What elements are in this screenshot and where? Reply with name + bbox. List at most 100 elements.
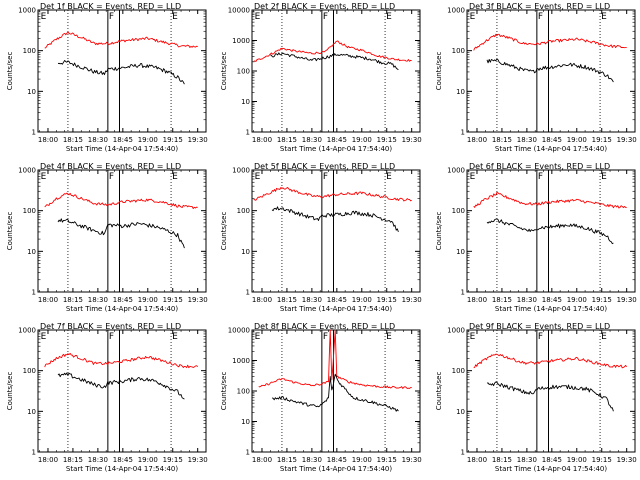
panel-title: Det 1f BLACK = Events, RED = LLD [40, 2, 181, 11]
x-tick-label: 18:15 [63, 456, 83, 464]
x-tick-label: 19:30 [402, 136, 422, 144]
x-tick-label: 18:00 [467, 136, 487, 144]
segment-marker-e: E [470, 12, 476, 22]
segment-marker-e: E [172, 12, 178, 22]
x-tick-label: 18:30 [517, 456, 537, 464]
panel-title: Det 3f BLACK = Events, RED = LLD [469, 2, 610, 11]
x-tick-label: 19:15 [592, 296, 612, 304]
x-tick-label: 18:30 [302, 136, 322, 144]
x-tick-label: 18:00 [38, 296, 58, 304]
events-rate-line [486, 218, 614, 245]
y-tick-label: 1000 [232, 167, 250, 175]
x-axis-label: Start Time (14-Apr-04 17:54:40) [280, 145, 392, 153]
x-tick-label: 18:45 [542, 296, 562, 304]
segment-marker-e: E [601, 172, 607, 182]
y-tick-label: 10 [456, 408, 465, 416]
plot-frame [37, 169, 207, 293]
y-tick-label: 100 [237, 207, 250, 215]
x-tick-label: 18:15 [492, 136, 512, 144]
segment-marker-f: F [109, 332, 114, 342]
x-tick-label: 18:45 [327, 456, 347, 464]
x-tick-label: 18:00 [252, 136, 272, 144]
x-tick-label: 18:45 [542, 136, 562, 144]
x-tick-label: 19:15 [377, 136, 397, 144]
y-tick-label: 100 [452, 367, 465, 375]
segment-marker-e: E [41, 12, 47, 22]
segment-marker-e: E [470, 332, 476, 342]
x-tick-label: 19:00 [352, 296, 372, 304]
x-tick-label: 18:30 [517, 136, 537, 144]
plot-frame [251, 169, 421, 293]
segment-marker-f: F [538, 172, 543, 182]
y-axis-label: Counts/sec [220, 212, 228, 251]
panel-title: Det 9f BLACK = Events, RED = LLD [469, 322, 610, 331]
x-axis-label: Start Time (14-Apr-04 17:54:40) [280, 305, 392, 313]
y-tick-label: 1 [246, 289, 250, 297]
x-axis-label: Start Time (14-Apr-04 17:54:40) [280, 465, 392, 473]
lld-rate-line [253, 187, 412, 202]
plot-frame [466, 9, 636, 133]
x-tick-label: 19:00 [138, 456, 158, 464]
x-tick-label: 18:45 [113, 136, 133, 144]
lld-rate-line [473, 353, 628, 369]
y-tick-label: 10 [241, 248, 250, 256]
lld-rate-line [258, 329, 412, 389]
y-tick-label: 10 [241, 418, 250, 426]
x-tick-label: 18:15 [492, 296, 512, 304]
x-tick-label: 18:15 [277, 136, 297, 144]
detector-panel-6: Det 6f BLACK = Events, RED = LLD 1 10 100 10… [435, 162, 637, 313]
y-tick-label: 1 [32, 129, 36, 137]
x-tick-label: 19:30 [402, 456, 422, 464]
y-tick-label: 100 [23, 47, 36, 55]
detector-panel-3: Det 3f BLACK = Events, RED = LLD 1 10 100 10… [435, 2, 637, 153]
lld-rate-line [473, 191, 627, 209]
x-tick-label: 18:45 [327, 296, 347, 304]
x-tick-label: 19:00 [138, 136, 158, 144]
segment-marker-f: F [109, 172, 114, 182]
x-tick-label: 19:00 [567, 296, 587, 304]
panel-title: Det 5f BLACK = Events, RED = LLD [254, 162, 395, 171]
y-axis-label: Counts/sec [6, 372, 14, 411]
panel-title: Det 2f BLACK = Events, RED = LLD [254, 2, 395, 11]
x-tick-label: 19:30 [617, 456, 637, 464]
plot-frame [466, 329, 636, 453]
y-tick-label: 10 [27, 88, 36, 96]
y-tick-label: 1 [246, 129, 250, 137]
x-tick-label: 19:30 [402, 296, 422, 304]
x-axis-label: Start Time (14-Apr-04 17:54:40) [495, 305, 607, 313]
segment-marker-e: E [255, 172, 261, 182]
y-axis-label: Counts/sec [6, 212, 14, 251]
x-tick-label: 18:15 [63, 296, 83, 304]
y-axis-label: Counts/sec [220, 52, 228, 91]
segment-marker-e: E [255, 12, 261, 22]
x-tick-label: 19:00 [138, 296, 158, 304]
y-tick-label: 1 [461, 289, 465, 297]
x-tick-label: 19:15 [592, 136, 612, 144]
x-tick-label: 18:15 [277, 296, 297, 304]
segment-marker-e: E [386, 332, 392, 342]
y-axis-label: Counts/sec [6, 52, 14, 91]
x-tick-label: 19:00 [567, 456, 587, 464]
x-tick-label: 18:30 [88, 456, 108, 464]
plot-frame [466, 169, 636, 293]
x-tick-label: 19:00 [352, 136, 372, 144]
y-tick-label: 100 [452, 47, 465, 55]
plot-frame [251, 9, 421, 133]
x-tick-label: 18:30 [302, 296, 322, 304]
panel-title: Det 7f BLACK = Events, RED = LLD [40, 322, 181, 331]
events-rate-line [271, 373, 399, 412]
segment-marker-e: E [386, 12, 392, 22]
x-tick-label: 19:15 [163, 136, 183, 144]
segment-marker-e: E [601, 12, 607, 22]
y-tick-label: 10 [241, 98, 250, 106]
segment-marker-e: E [470, 172, 476, 182]
detector-panel-2: Det 2f BLACK = Events, RED = LLD 1 10 100 10… [220, 2, 422, 153]
x-tick-label: 18:00 [467, 296, 487, 304]
y-axis-label: Counts/sec [220, 372, 228, 411]
segment-marker-e: E [255, 332, 261, 342]
y-tick-label: 100 [237, 388, 250, 396]
x-tick-label: 18:00 [252, 456, 272, 464]
segment-marker-f: F [323, 332, 328, 342]
plot-frame [37, 329, 207, 453]
